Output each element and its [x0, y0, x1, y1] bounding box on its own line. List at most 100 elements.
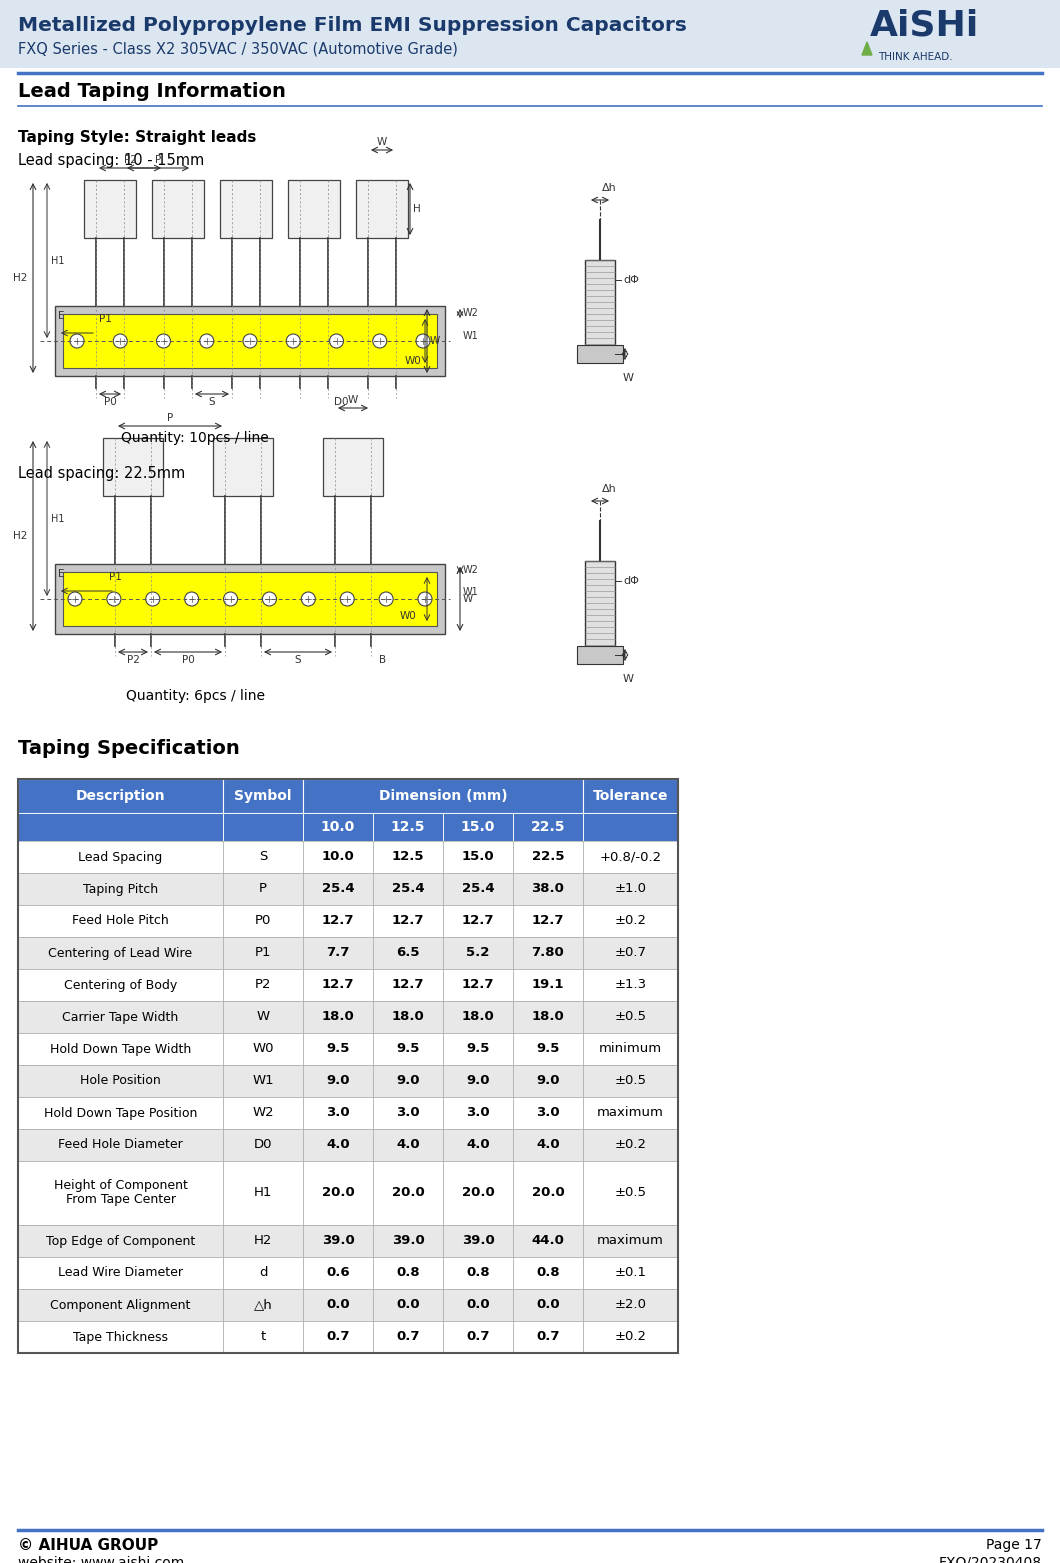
Bar	[0, 0, 1060, 69]
Text: ±1.3: ±1.3	[615, 978, 647, 991]
Bar	[443, 1225, 513, 1257]
Text: Symbol: Symbol	[234, 789, 292, 803]
Text: E: E	[58, 311, 65, 320]
Text: 9.0: 9.0	[536, 1074, 560, 1088]
Text: 4.0: 4.0	[326, 1138, 350, 1152]
Text: minimum: minimum	[599, 1043, 662, 1055]
Text: 39.0: 39.0	[321, 1235, 354, 1247]
Text: 3.0: 3.0	[536, 1107, 560, 1119]
Bar	[223, 1225, 303, 1257]
Text: 12.5: 12.5	[392, 850, 424, 863]
Text: 12.7: 12.7	[392, 914, 424, 927]
Text: 39.0: 39.0	[461, 1235, 494, 1247]
Bar	[513, 969, 583, 1000]
Text: Carrier Tape Width: Carrier Tape Width	[63, 1011, 179, 1024]
Text: W1: W1	[463, 331, 479, 341]
Bar	[583, 813, 678, 841]
Bar	[303, 1321, 373, 1354]
Text: S: S	[209, 397, 215, 406]
Text: P0: P0	[254, 914, 271, 927]
Bar	[443, 969, 513, 1000]
Text: 22.5: 22.5	[531, 821, 565, 835]
Bar	[373, 969, 443, 1000]
Bar	[443, 1321, 513, 1354]
Text: 19.1: 19.1	[532, 978, 564, 991]
Circle shape	[330, 334, 343, 349]
Bar	[513, 905, 583, 936]
Text: FXQ Series - Class X2 305VAC / 350VAC (Automotive Grade): FXQ Series - Class X2 305VAC / 350VAC (A…	[18, 42, 458, 56]
Bar	[18, 1097, 223, 1128]
Text: Component Alignment: Component Alignment	[50, 1299, 191, 1311]
Bar	[223, 1097, 303, 1128]
Bar	[303, 1289, 373, 1321]
Text: 25.4: 25.4	[392, 883, 424, 896]
Text: ±0.5: ±0.5	[615, 1074, 647, 1088]
Circle shape	[184, 592, 198, 606]
Bar	[583, 1289, 678, 1321]
Text: 5.2: 5.2	[466, 947, 490, 960]
Bar	[585, 259, 615, 345]
Text: Centering of Lead Wire: Centering of Lead Wire	[49, 947, 193, 960]
Text: W0: W0	[252, 1043, 273, 1055]
Text: 18.0: 18.0	[321, 1011, 354, 1024]
Bar	[18, 1033, 223, 1064]
Text: 25.4: 25.4	[462, 883, 494, 896]
Bar	[303, 1225, 373, 1257]
Text: 3.0: 3.0	[466, 1107, 490, 1119]
Text: 18.0: 18.0	[461, 1011, 494, 1024]
Bar	[303, 1064, 373, 1097]
Circle shape	[70, 334, 84, 349]
Bar	[443, 1033, 513, 1064]
Bar	[583, 1161, 678, 1225]
Bar	[583, 936, 678, 969]
Text: 4.0: 4.0	[536, 1138, 560, 1152]
Text: P0: P0	[104, 397, 117, 406]
Text: maximum: maximum	[597, 1107, 664, 1119]
Text: Feed Hole Pitch: Feed Hole Pitch	[72, 914, 169, 927]
Circle shape	[286, 334, 300, 349]
Text: 9.0: 9.0	[466, 1074, 490, 1088]
Bar	[513, 1161, 583, 1225]
Bar	[303, 905, 373, 936]
Bar	[443, 936, 513, 969]
Bar	[583, 1033, 678, 1064]
Text: Description: Description	[75, 789, 165, 803]
Text: 3.0: 3.0	[396, 1107, 420, 1119]
Bar	[223, 1064, 303, 1097]
Bar	[303, 1257, 373, 1289]
Text: Feed Hole Diameter: Feed Hole Diameter	[58, 1138, 183, 1152]
Text: 22.5: 22.5	[532, 850, 564, 863]
Text: Page 17: Page 17	[986, 1538, 1042, 1552]
Text: 0.7: 0.7	[326, 1330, 350, 1344]
Text: t: t	[623, 349, 628, 359]
Text: 39.0: 39.0	[391, 1235, 424, 1247]
Bar	[443, 1257, 513, 1289]
Bar	[443, 874, 513, 905]
Text: 9.0: 9.0	[396, 1074, 420, 1088]
Text: W: W	[623, 674, 634, 685]
Text: Centering of Body: Centering of Body	[64, 978, 177, 991]
Bar	[223, 874, 303, 905]
Text: Taping Pitch: Taping Pitch	[83, 883, 158, 896]
Bar	[373, 1033, 443, 1064]
Text: Lead Spacing: Lead Spacing	[78, 850, 162, 863]
Bar	[583, 1128, 678, 1161]
Bar	[63, 314, 437, 367]
Text: 6.5: 6.5	[396, 947, 420, 960]
Text: W1: W1	[252, 1074, 273, 1088]
Text: H1: H1	[51, 255, 65, 266]
Text: ±0.5: ±0.5	[615, 1186, 647, 1199]
Bar	[18, 1289, 223, 1321]
Text: P1: P1	[108, 572, 122, 581]
Bar	[220, 180, 272, 238]
Text: Hole Position: Hole Position	[81, 1074, 161, 1088]
Text: 12.7: 12.7	[462, 978, 494, 991]
Bar	[373, 1321, 443, 1354]
Bar	[443, 1097, 513, 1128]
Text: E: E	[58, 569, 65, 578]
Text: t: t	[261, 1330, 266, 1344]
Text: W2: W2	[463, 308, 479, 317]
Circle shape	[418, 592, 432, 606]
Bar	[84, 180, 136, 238]
Bar	[583, 841, 678, 874]
